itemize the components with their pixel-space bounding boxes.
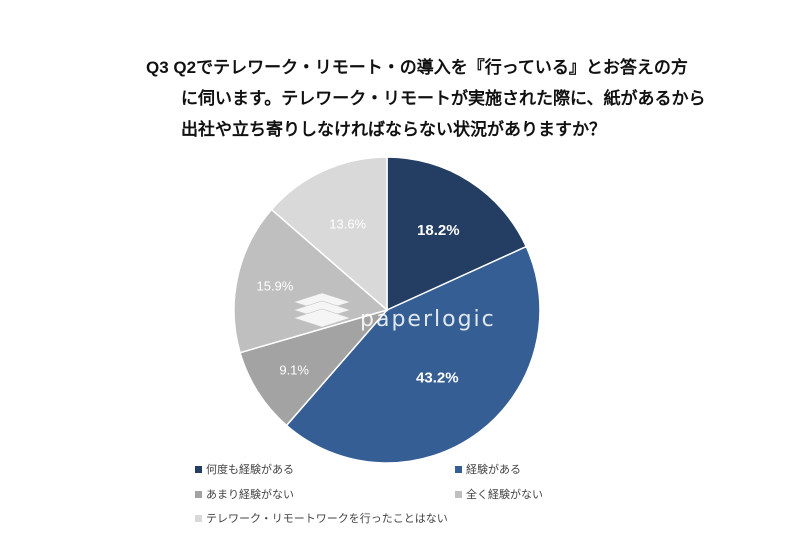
- paperlogic-logo-watermark: paperlogic: [293, 292, 496, 332]
- legend-item: 全く経験がない: [455, 486, 543, 502]
- pie-slice: [233, 208, 389, 354]
- title-line-3: 出社や立ち寄りしなければならない状況がありますか？: [181, 120, 606, 139]
- data-label: 9.1%: [279, 362, 309, 377]
- legend-label: 何度も経験がある: [206, 464, 294, 476]
- data-label: 13.6%: [329, 217, 366, 232]
- legend-label: 全く経験がない: [466, 489, 543, 501]
- data-label: 15.9%: [256, 278, 293, 293]
- legend-label: 経験がある: [466, 464, 521, 476]
- pie-slice: [386, 156, 528, 312]
- legend-swatch: [195, 514, 202, 522]
- svg-text:paperlogic: paperlogic: [360, 307, 496, 332]
- legend-swatch: [195, 465, 202, 473]
- pie-slice: [285, 245, 541, 464]
- legend-label: あまり経験がない: [206, 489, 294, 501]
- pie-slice: [270, 156, 388, 312]
- legend-item: 経験がある: [455, 461, 521, 477]
- title-line-2: に伺います。テレワーク・リモートが実施された際に、紙があるから: [181, 89, 706, 108]
- data-label: 18.2%: [417, 222, 460, 239]
- legend-item: 何度も経験がある: [195, 461, 294, 477]
- chart-title: Q3 Q2でテレワーク・リモート・の導入を『行っている』とお答えの方 に伺います…: [146, 52, 706, 145]
- legend-item: テレワーク・リモートワークを行ったことはない: [195, 510, 448, 526]
- legend-item: あまり経験がない: [195, 486, 294, 502]
- pie-slice: [239, 308, 390, 427]
- title-line-1: Q3 Q2でテレワーク・リモート・の導入を『行っている』とお答えの方: [146, 58, 688, 77]
- data-label: 43.2%: [416, 369, 459, 386]
- legend-label: テレワーク・リモートワークを行ったことはない: [206, 513, 448, 525]
- legend-swatch: [195, 490, 202, 498]
- legend-swatch: [455, 465, 462, 473]
- legend-swatch: [455, 490, 462, 498]
